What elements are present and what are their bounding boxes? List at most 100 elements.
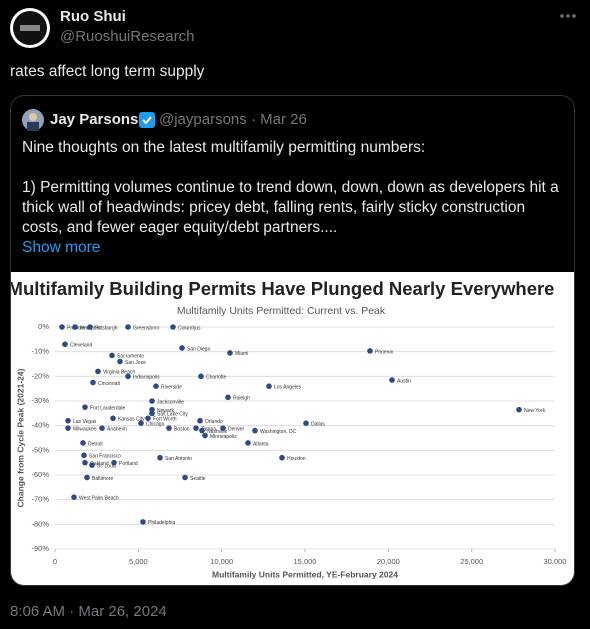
verified-badge	[139, 112, 155, 128]
point-label: Columbus	[178, 325, 201, 331]
point-label: Dallas	[311, 422, 325, 428]
x-tick-label: 10,000	[210, 557, 233, 566]
x-tick-label: 5,000	[129, 557, 148, 566]
point-label: Salt Lake City	[157, 412, 188, 418]
point	[193, 425, 199, 431]
chart-subtitle: Multifamily Units Permitted: Current vs.…	[177, 305, 386, 317]
point-label: Las Vegas	[73, 419, 97, 425]
point	[266, 383, 272, 389]
point	[89, 462, 95, 468]
author-name[interactable]: Ruo Shui	[60, 8, 126, 25]
y-tick-label: 0%	[38, 322, 49, 331]
point	[99, 425, 105, 431]
point	[72, 324, 78, 330]
x-tick-label: 0	[53, 557, 57, 566]
point	[117, 358, 123, 365]
point-label: West Palm Beach	[79, 496, 119, 502]
show-more[interactable]: Show more	[22, 239, 101, 256]
point-label: Newark	[157, 408, 174, 414]
point	[111, 459, 117, 466]
point-label: Chicago	[146, 422, 165, 428]
point-label: Pittsburgh	[95, 325, 118, 331]
point-label: Greensboro	[133, 325, 160, 331]
point-label: Phoenix	[375, 349, 394, 355]
point-label: Denver	[228, 426, 244, 432]
point	[179, 345, 185, 351]
quote-date: · Mar 26	[250, 111, 307, 128]
point-label: St. Louis	[97, 463, 117, 469]
point-label: Portland	[119, 461, 138, 467]
y-tick-label: -60%	[31, 470, 49, 479]
point-label: Austin	[397, 378, 411, 384]
point	[138, 420, 144, 426]
point-label: Jacksonville	[157, 399, 184, 405]
point	[65, 417, 71, 424]
x-tick-label: 25,000	[460, 557, 483, 566]
point-label: Providence	[67, 325, 92, 331]
point	[153, 383, 159, 389]
point	[125, 324, 131, 330]
point-label: Virginia Beach	[103, 370, 135, 376]
point-label: New York	[524, 408, 546, 414]
point-label: Boston	[174, 426, 190, 432]
x-tick-label: 15,000	[294, 557, 317, 566]
point	[225, 394, 231, 401]
point-label: Fort Lauderdale	[90, 405, 126, 411]
y-tick-label: -40%	[31, 421, 49, 430]
y-tick-label: -90%	[31, 544, 49, 553]
point-label: Raleigh	[233, 396, 250, 402]
point-label: Cleveland	[70, 343, 92, 349]
y-axis-label: Change from Cycle Peak (2021-24)	[15, 368, 25, 507]
point-label: Minneapolis	[210, 434, 237, 440]
y-tick-label: -80%	[31, 519, 49, 528]
point	[367, 348, 373, 354]
point	[82, 404, 88, 410]
chart-title: Multifamily Building Permits Have Plunge…	[11, 278, 554, 299]
quote-author: Jay Parsons	[50, 111, 139, 128]
x-axis-label: Multifamily Units Permitted, YE-February…	[212, 569, 398, 579]
point	[62, 341, 68, 348]
point-label: Seattle	[190, 476, 206, 482]
point-label: Fort Worth	[153, 417, 177, 423]
point-label: Baltimore	[92, 476, 113, 482]
quoted-tweet[interactable]: Jay Parsons @jayparsons · Mar 26 Nine th…	[10, 95, 575, 586]
point	[170, 324, 176, 330]
chart-image: Multifamily Building Permits Have Plunge…	[11, 272, 574, 585]
point	[90, 379, 96, 386]
quote-avatar	[22, 109, 44, 131]
quote-paragraph: 1) Permitting volumes continue to trend …	[22, 179, 559, 236]
quote-line: Nine thoughts on the latest multifamily …	[22, 139, 426, 156]
point-label: Cincinnati	[98, 381, 120, 387]
point-label: Indianapolis	[133, 375, 160, 381]
y-tick-label: -30%	[31, 396, 49, 405]
point	[84, 474, 90, 481]
chart: Multifamily Building Permits Have Plunge…	[11, 278, 566, 579]
point-label: Kansas City	[118, 417, 145, 423]
author-handle[interactable]: @RuoshuiResearch	[60, 28, 195, 45]
point	[182, 474, 188, 481]
avatar[interactable]	[10, 8, 50, 48]
point	[109, 352, 115, 359]
point	[252, 427, 258, 434]
y-tick-label: -70%	[31, 495, 49, 504]
point	[149, 410, 155, 417]
point-label: Los Angeles	[274, 385, 302, 391]
timestamp[interactable]: 8:06 AM · Mar 26, 2024	[10, 603, 167, 620]
point	[245, 440, 251, 446]
point	[71, 494, 77, 500]
point	[199, 427, 205, 434]
point	[198, 373, 204, 380]
point-label: San Antonio	[165, 456, 192, 462]
y-tick-label: -20%	[31, 371, 49, 380]
point-label: San Jose	[125, 360, 146, 366]
y-tick-label: -10%	[31, 347, 49, 356]
x-tick-label: 20,000	[377, 557, 400, 566]
point	[59, 324, 65, 330]
point-label: San Francisco	[89, 454, 121, 460]
point	[145, 415, 151, 422]
point-label: Milwaukee	[73, 426, 97, 432]
point	[197, 417, 203, 424]
point	[220, 425, 226, 431]
more-menu[interactable]	[558, 12, 578, 20]
